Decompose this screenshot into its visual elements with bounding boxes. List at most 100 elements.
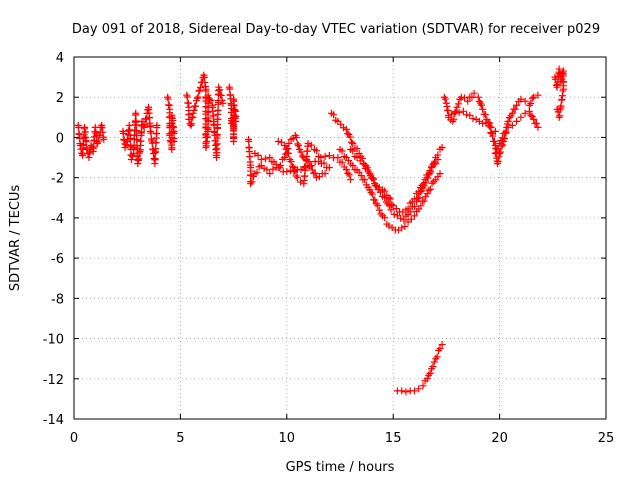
data-point xyxy=(448,110,456,118)
data-point xyxy=(281,154,289,162)
data-point xyxy=(530,93,538,101)
data-point xyxy=(188,120,196,128)
data-point xyxy=(433,353,441,361)
data-point xyxy=(525,101,533,109)
data-point xyxy=(75,124,83,132)
data-point xyxy=(381,214,389,222)
series-arc-3 xyxy=(164,93,178,154)
data-point xyxy=(321,152,329,160)
data-point xyxy=(321,170,329,178)
data-point xyxy=(400,216,408,224)
data-point xyxy=(135,155,143,163)
data-point xyxy=(481,111,489,119)
data-point xyxy=(392,205,400,213)
data-point xyxy=(168,144,176,152)
data-point xyxy=(494,144,502,152)
data-point xyxy=(344,169,352,177)
data-point xyxy=(202,87,210,95)
data-point xyxy=(428,179,436,187)
data-point xyxy=(468,93,476,101)
data-point xyxy=(430,358,438,366)
data-point xyxy=(342,166,350,174)
data-point xyxy=(423,190,431,198)
data-point xyxy=(455,109,463,117)
data-point xyxy=(304,139,312,147)
data-point xyxy=(287,158,295,166)
data-point xyxy=(193,94,201,102)
data-point xyxy=(317,154,325,162)
data-point xyxy=(374,201,382,209)
data-point xyxy=(451,109,459,117)
grid-lines xyxy=(74,57,606,419)
x-tick-labels: 0 5 10 15 20 25 xyxy=(70,431,614,446)
data-point xyxy=(385,194,393,202)
data-point xyxy=(478,101,486,109)
y-tick-label: -8 xyxy=(51,292,64,307)
x-tick-label: 5 xyxy=(176,431,184,446)
series-arc-12 xyxy=(393,341,446,396)
data-point xyxy=(417,202,425,210)
data-point xyxy=(293,174,301,182)
data-point xyxy=(474,93,482,101)
data-point xyxy=(381,187,389,195)
data-point xyxy=(555,113,563,121)
data-point xyxy=(357,172,365,180)
data-point xyxy=(285,150,293,158)
data-point xyxy=(276,162,284,170)
data-point xyxy=(401,222,409,230)
data-point xyxy=(489,132,497,140)
data-point xyxy=(502,128,510,136)
data-point xyxy=(293,140,301,148)
data-point xyxy=(254,151,262,159)
data-point xyxy=(486,123,494,131)
data-point xyxy=(194,93,202,101)
data-point xyxy=(291,166,299,174)
data-point xyxy=(282,145,290,153)
data-point xyxy=(432,160,440,168)
y-tick-label: 4 xyxy=(56,51,64,66)
data-point xyxy=(353,154,361,162)
data-point xyxy=(292,134,300,142)
data-point xyxy=(483,115,491,123)
data-point xyxy=(119,129,127,137)
data-point xyxy=(132,111,140,119)
data-point xyxy=(283,168,291,176)
data-point xyxy=(262,155,270,163)
data-point xyxy=(454,100,462,108)
data-point xyxy=(245,137,253,145)
data-point xyxy=(527,99,535,107)
data-point xyxy=(334,154,342,162)
data-point xyxy=(311,169,319,177)
x-tick-label: 25 xyxy=(598,431,615,446)
data-point xyxy=(307,141,315,149)
data-point xyxy=(325,164,333,172)
data-point xyxy=(421,176,429,184)
data-point xyxy=(100,135,108,143)
data-point xyxy=(426,185,434,193)
data-point xyxy=(285,139,293,147)
series-arc-4 xyxy=(183,71,227,162)
data-point xyxy=(367,189,375,197)
data-point xyxy=(527,111,535,119)
data-point xyxy=(490,137,498,145)
data-point xyxy=(368,190,376,198)
data-point xyxy=(195,87,203,95)
data-point xyxy=(274,137,282,145)
data-point xyxy=(558,96,566,104)
data-point xyxy=(366,170,374,178)
data-point xyxy=(330,111,338,119)
data-point xyxy=(281,141,289,149)
data-point xyxy=(440,93,448,101)
data-point xyxy=(419,382,427,390)
data-point xyxy=(397,214,405,222)
data-point xyxy=(388,201,396,209)
series-arc-8 xyxy=(274,137,355,188)
axis-ticks xyxy=(73,56,607,420)
data-point xyxy=(415,188,423,196)
data-point xyxy=(534,123,542,131)
series-arc-15 xyxy=(491,107,542,158)
data-point xyxy=(346,133,354,141)
data-point xyxy=(207,96,215,104)
data-point xyxy=(217,91,225,99)
